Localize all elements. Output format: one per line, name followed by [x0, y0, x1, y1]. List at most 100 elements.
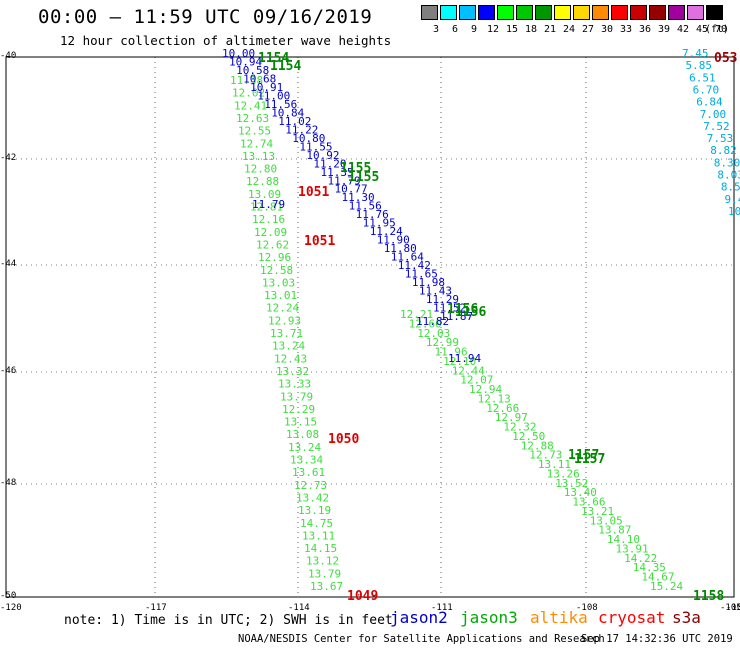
- wave-height-value: 12.99: [426, 336, 459, 349]
- wave-height-value: 13.11: [302, 529, 335, 542]
- wave-height-value: 11.65: [405, 268, 438, 281]
- legend-swatch: [687, 5, 704, 20]
- satellite-label: altika: [530, 608, 588, 627]
- legend-swatch: [592, 5, 609, 20]
- track-saral-east: 7.455.856.516.706.847.007.527.538.828.30…: [682, 47, 740, 218]
- wave-height-value: 12.07: [460, 374, 493, 387]
- wave-height-value: 8.5: [721, 181, 740, 194]
- legend-swatch: [554, 5, 571, 20]
- wave-height-value: 10.91: [250, 81, 283, 94]
- wave-height-value: 14.35: [633, 561, 666, 574]
- wave-height-value: 11.38: [230, 74, 263, 87]
- legend-swatch-label: 3: [432, 24, 440, 35]
- pass-number: 1154: [270, 59, 301, 74]
- legend-swatch-label: 6: [451, 24, 459, 35]
- wave-height-value: 12.10: [443, 355, 476, 368]
- legend-swatch-label: 21: [543, 24, 557, 35]
- wave-height-value: 12.96: [258, 251, 291, 264]
- wave-height-value: 11.43: [419, 285, 452, 298]
- wave-height-value: 13.03: [262, 276, 295, 289]
- legend-swatch-label: 18: [524, 24, 538, 35]
- pass-number: 1051: [304, 234, 335, 249]
- pass-number: 1155: [340, 161, 371, 176]
- wave-height-value: 11.55: [299, 140, 332, 153]
- legend-swatch: [573, 5, 590, 20]
- wave-height-value: 13.13: [242, 150, 275, 163]
- wave-height-value: 10.68: [243, 73, 276, 86]
- wave-height-value: 11.42: [398, 259, 431, 272]
- wave-height-value: 11.76: [356, 208, 389, 221]
- wave-height-value: 12.09: [254, 226, 287, 239]
- wave-height-value: 14.10: [607, 533, 640, 546]
- wave-height-value: 11.95: [363, 217, 396, 230]
- satellite-tracks: 12.2112.6012.0312.9911.9612.1012.4412.07…: [222, 47, 740, 593]
- wave-height-value: 12.74: [240, 137, 273, 150]
- wave-height-value: 12.81: [250, 201, 283, 214]
- right-edge-label: -10: [726, 603, 740, 613]
- legend-swatch: [421, 5, 438, 20]
- wave-height-value: 12.58: [260, 264, 293, 277]
- legend-swatch-label: 42: [676, 24, 690, 35]
- generated-timestamp: Sep 17 14:32:36 UTC 2019: [581, 633, 733, 645]
- wave-height-value: 13.33: [278, 378, 311, 391]
- pass-number: 053: [714, 51, 737, 66]
- satellite-label: s3a: [672, 608, 701, 627]
- wave-height-value: 12.80: [244, 163, 277, 176]
- track-jason2-north: 10.0010.9410.5810.6810.9111.0011.5610.84…: [222, 47, 473, 323]
- pass-number: 1049: [347, 589, 378, 604]
- wave-height-value: 13.12: [306, 555, 339, 568]
- wave-height-value: 10.92: [306, 149, 339, 162]
- wave-height-value: 12.24: [266, 302, 299, 315]
- wave-height-value: 8.82: [710, 144, 737, 157]
- legend-swatch: [478, 5, 495, 20]
- wave-height-value: 13.40: [564, 486, 597, 499]
- wave-height-value: 13.21: [581, 505, 614, 518]
- wave-height-value: 14.22: [624, 552, 657, 565]
- legend-swatch-label: 24: [562, 24, 576, 35]
- wave-height-value: 13.34: [290, 454, 323, 467]
- wave-height-value: 8.03: [717, 169, 740, 182]
- wave-height-value: 11.79: [328, 174, 361, 187]
- legend-swatch: [668, 5, 685, 20]
- wave-height-value: 12.66: [486, 402, 519, 415]
- wave-height-value: 13.52: [555, 477, 588, 490]
- wave-height-value: 13.91: [616, 543, 649, 556]
- legend-swatch-label: 15: [505, 24, 519, 35]
- wave-height-value: 12.88: [521, 439, 554, 452]
- wave-height-value: 12.43: [274, 352, 307, 365]
- legend-swatch-label: 27: [581, 24, 595, 35]
- wave-height-value: 13.66: [572, 496, 605, 509]
- graticule: [6, 57, 734, 597]
- map-title: 00:00 – 11:59 UTC 09/16/2019: [38, 6, 373, 28]
- legend-unit: (ft): [705, 24, 730, 35]
- wave-height-value: 12.73: [294, 479, 327, 492]
- latitude-label: -40: [0, 51, 17, 61]
- map-border: [5, 56, 735, 598]
- wave-height-value: 5.85: [686, 59, 713, 72]
- wave-height-value: 12.93: [268, 314, 301, 327]
- legend-swatch: [611, 5, 628, 20]
- wave-height-value: 11.02: [278, 115, 311, 128]
- wave-height-value: 12.29: [282, 403, 315, 416]
- wave-height-value: 13.09: [248, 188, 281, 201]
- wave-height-value: 13.11: [538, 458, 571, 471]
- wave-height-value: 11.56: [349, 200, 382, 213]
- wave-height-value: 11.82: [416, 315, 449, 328]
- corner-label: -120: [0, 603, 22, 613]
- wave-height-value: 11.98: [412, 276, 445, 289]
- wave-height-value: 12.63: [236, 112, 269, 125]
- pass-number: 1158: [693, 589, 724, 604]
- wave-height-value: 11.96: [435, 346, 468, 359]
- wave-height-value: 13.15: [284, 416, 317, 429]
- wave-height-value: 7.52: [703, 120, 730, 133]
- units-note: note: 1) Time is in UTC; 2) SWH is in fe…: [64, 613, 393, 628]
- satellite-label: jason3: [460, 608, 518, 627]
- map-subtitle: 12 hour collection of altimeter wave hei…: [60, 33, 392, 48]
- wave-height-value: 13.61: [292, 466, 325, 479]
- wave-height-value: 12.60: [409, 317, 442, 330]
- wave-height-value: 12.16: [252, 213, 285, 226]
- longitude-label: -108: [576, 603, 598, 613]
- wave-height-value: 12.62: [256, 239, 289, 252]
